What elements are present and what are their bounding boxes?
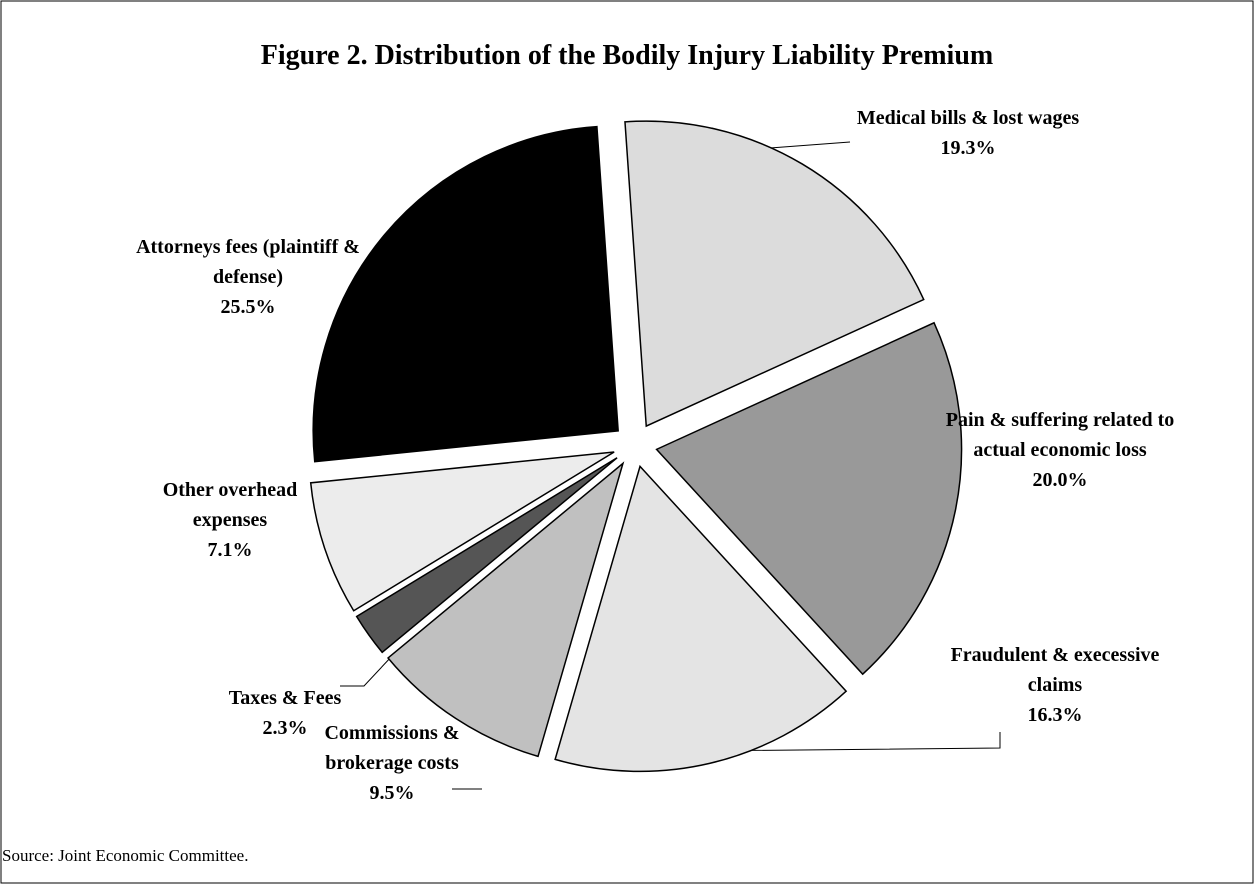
slice-category: Pain & suffering related to actual econo… [945, 409, 1175, 461]
source-note: Source: Joint Economic Committee. [2, 846, 249, 865]
slice-label: Pain & suffering related to actual econo… [945, 405, 1175, 495]
pie-slice [655, 321, 963, 676]
pie-slice [387, 461, 625, 758]
slice-category: Commissions & brokerage costs [324, 722, 460, 774]
chart-title: Figure 2. Distribution of the Bodily Inj… [260, 40, 994, 71]
pie-slice [554, 464, 848, 773]
slice-value-label: 9.5% [369, 782, 415, 804]
pie-slice [624, 120, 925, 428]
slice-category: Fraudulent & execessive claims [950, 644, 1160, 696]
slice-value-label: 2.3% [262, 717, 308, 739]
slice-value-label: 7.1% [207, 539, 253, 561]
slice-label: Fraudulent & execessive claims 16.3% [945, 640, 1165, 730]
slice-label: Attorneys fees (plaintiff & defense) 25.5… [118, 232, 378, 322]
leader-line [769, 141, 851, 149]
slice-value-label: 19.3% [940, 137, 996, 159]
slice-label: Medical bills & lost wages 19.3% [838, 103, 1098, 163]
slice-value-label: 20.0% [1032, 469, 1088, 491]
slice-label: Other overhead expenses 7.1% [130, 475, 330, 565]
slice-value-label: 25.5% [220, 296, 276, 318]
pie-slice [355, 457, 618, 654]
slice-label: Taxes & Fees 2.3% [205, 683, 365, 743]
slice-category: Taxes & Fees [228, 687, 342, 709]
pie-slice [309, 451, 615, 612]
slice-value-label: 16.3% [1027, 704, 1083, 726]
slice-label: Commissions & brokerage costs 9.5% [287, 718, 497, 808]
slice-category: Attorneys fees (plaintiff & defense) [136, 236, 360, 288]
pie-slice [312, 125, 619, 463]
slice-category: Other overhead expenses [162, 479, 298, 531]
slice-category: Medical bills & lost wages [856, 107, 1080, 129]
leader-line [340, 655, 393, 687]
